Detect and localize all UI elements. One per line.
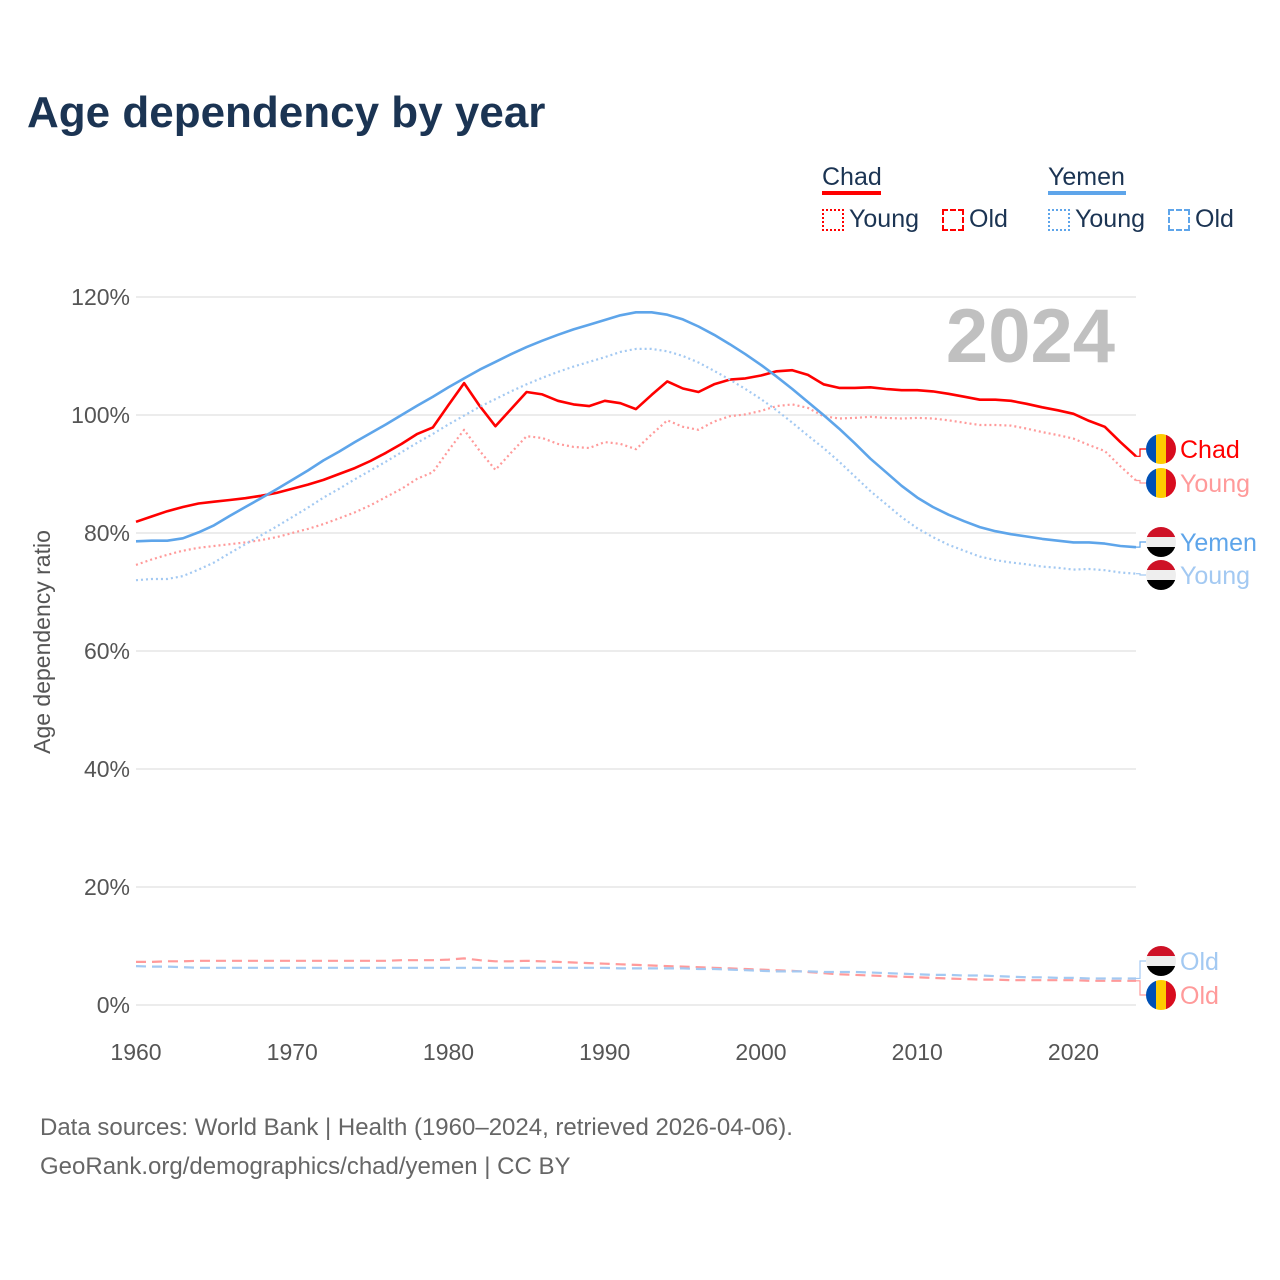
label-connector — [1136, 573, 1146, 576]
x-tick-label: 1960 — [110, 1039, 161, 1065]
source-note: Data sources: World Bank | Health (1960–… — [40, 1108, 793, 1186]
legend-item-yemen-young[interactable]: Young — [1048, 205, 1145, 234]
y-tick-label: 20% — [84, 874, 130, 900]
end-label: Young — [1180, 470, 1250, 498]
end-label: Yemen — [1180, 529, 1257, 557]
legend-label: Young — [1075, 205, 1145, 233]
label-connector — [1136, 448, 1146, 457]
series-line-yemen-old[interactable] — [135, 965, 1136, 980]
flag-chad-icon — [1146, 434, 1176, 464]
y-tick-label: 0% — [97, 992, 130, 1018]
legend-country-chad[interactable]: Chad — [822, 163, 882, 191]
label-connector — [1136, 541, 1146, 548]
source-link[interactable]: GeoRank.org/demographics/chad/yemen | CC… — [40, 1153, 571, 1180]
series-lines — [135, 311, 1137, 982]
label-connector — [1136, 960, 1146, 980]
end-label: Chad — [1180, 436, 1240, 464]
end-labels: Chad Young Yemen Young Old Old — [1136, 434, 1257, 1010]
flag-chad-icon — [1146, 468, 1176, 498]
legend-label: Old — [1195, 205, 1234, 233]
y-axis-label: Age dependency ratio — [29, 530, 55, 754]
label-connector — [1136, 479, 1146, 484]
legend-label: Old — [969, 205, 1008, 233]
flag-yemen-icon — [1146, 560, 1176, 590]
y-tick-label: 60% — [84, 638, 130, 664]
series-line-yemen-young[interactable] — [135, 347, 1137, 582]
dotted-line-swatch-icon — [822, 208, 844, 231]
axis-ticks: 0% 20% 40% 60% 80% 100% 120% 1960 1970 1980 1990 20… — [71, 284, 1099, 1065]
y-tick-label: 100% — [71, 402, 130, 428]
dotted-line-swatch-icon — [1048, 208, 1070, 231]
flag-yemen-icon — [1146, 946, 1176, 976]
legend-item-chad-old[interactable]: Old — [942, 205, 1008, 234]
x-tick-label: 2010 — [892, 1039, 943, 1065]
legend-country-yemen[interactable]: Yemen — [1048, 163, 1125, 191]
x-tick-label: 1970 — [267, 1039, 318, 1065]
flag-chad-icon — [1146, 980, 1176, 1010]
x-tick-label: 1990 — [579, 1039, 630, 1065]
year-watermark: 2024 — [946, 294, 1115, 379]
y-tick-label: 120% — [71, 284, 130, 310]
gridlines — [136, 296, 1136, 1006]
legend-label: Young — [849, 205, 919, 233]
chart-title: Age dependency by year — [27, 88, 546, 137]
legend-underline-yemen — [1048, 191, 1126, 195]
flag-yemen-icon — [1146, 527, 1176, 557]
series-line-chad-old[interactable] — [136, 957, 1136, 982]
dashed-line-swatch-icon — [942, 208, 964, 231]
series-line-chad-young[interactable] — [135, 403, 1137, 566]
legend-item-yemen-old[interactable]: Old — [1168, 205, 1234, 234]
label-connector — [1136, 980, 1146, 996]
end-label: Old — [1180, 982, 1219, 1010]
end-label: Young — [1180, 562, 1250, 590]
y-tick-label: 80% — [84, 520, 130, 546]
x-tick-label: 1980 — [423, 1039, 474, 1065]
source-line: Data sources: World Bank | Health (1960–… — [40, 1114, 793, 1141]
x-tick-label: 2020 — [1048, 1039, 1099, 1065]
series-line-yemen[interactable] — [135, 311, 1137, 549]
x-tick-label: 2000 — [735, 1039, 786, 1065]
series-line-chad[interactable] — [135, 368, 1137, 524]
end-label: Old — [1180, 948, 1219, 976]
legend-item-chad-young[interactable]: Young — [822, 205, 919, 234]
y-tick-label: 40% — [84, 756, 130, 782]
dashed-line-swatch-icon — [1168, 208, 1190, 231]
legend-underline-chad — [822, 191, 881, 195]
